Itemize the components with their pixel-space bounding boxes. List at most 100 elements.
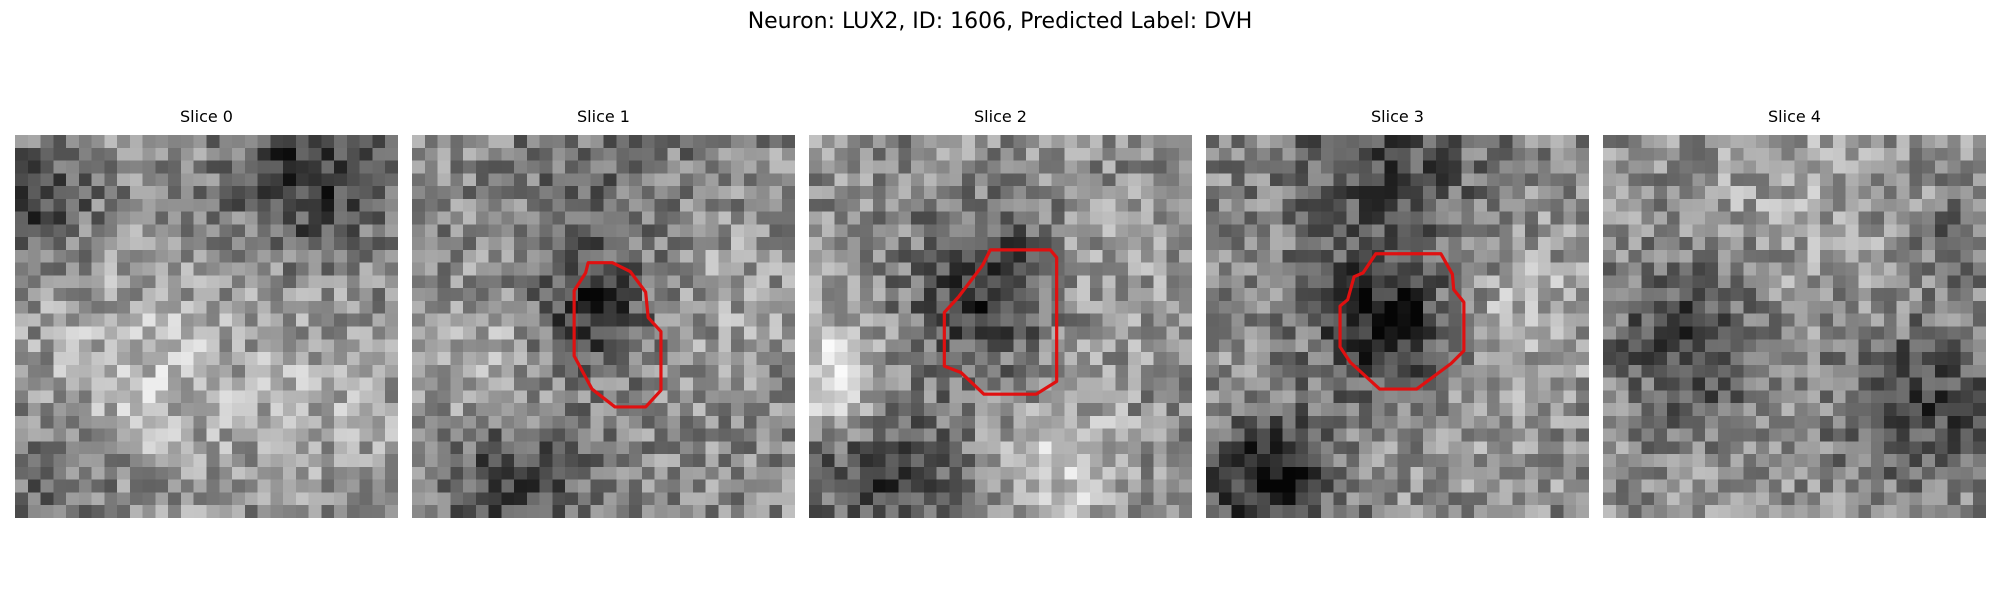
pixel — [1680, 327, 1693, 340]
pixel — [28, 250, 41, 263]
pixel — [1743, 263, 1756, 276]
pixel — [1128, 148, 1141, 161]
pixel — [1257, 416, 1270, 429]
pixel — [194, 135, 207, 148]
pixel — [1756, 161, 1769, 174]
pixel — [1295, 148, 1308, 161]
pixel — [514, 148, 527, 161]
pixel — [744, 161, 757, 174]
pixel — [321, 352, 334, 365]
pixel — [53, 467, 66, 480]
pixel — [1629, 403, 1642, 416]
pixel — [232, 505, 245, 518]
pixel — [104, 416, 117, 429]
pixel — [565, 237, 578, 250]
pixel — [1410, 301, 1423, 314]
pixel — [1667, 352, 1680, 365]
pixel — [744, 314, 757, 327]
pixel — [514, 250, 527, 263]
pixel — [28, 212, 41, 225]
pixel — [1487, 429, 1500, 442]
pixel — [1973, 250, 1986, 263]
pixel — [1321, 352, 1334, 365]
pixel — [181, 148, 194, 161]
pixel — [718, 327, 731, 340]
pixel — [693, 390, 706, 403]
pixel — [1692, 288, 1705, 301]
pixel — [809, 416, 822, 429]
pixel — [1512, 148, 1525, 161]
pixel — [438, 467, 451, 480]
pixel — [104, 263, 117, 276]
pixel — [1410, 454, 1423, 467]
pixel — [860, 416, 873, 429]
pixel — [1179, 161, 1192, 174]
pixel — [1398, 492, 1411, 505]
pixel — [92, 454, 105, 467]
pixel — [655, 224, 668, 237]
pixel — [1641, 148, 1654, 161]
pixel — [489, 467, 502, 480]
pixel — [181, 365, 194, 378]
pixel — [372, 327, 385, 340]
pixel — [1141, 441, 1154, 454]
pixel — [809, 480, 822, 493]
pixel — [629, 390, 642, 403]
pixel — [667, 161, 680, 174]
pixel — [181, 237, 194, 250]
pixel — [835, 250, 848, 263]
pixel — [1423, 224, 1436, 237]
pixel — [245, 480, 258, 493]
pixel — [347, 199, 360, 212]
pixel — [1308, 365, 1321, 378]
pixel — [1321, 467, 1334, 480]
pixel — [718, 263, 731, 276]
pixel — [744, 403, 757, 416]
pixel — [1103, 212, 1116, 225]
pixel — [1026, 199, 1039, 212]
pixel — [1141, 352, 1154, 365]
pixel — [1705, 301, 1718, 314]
pixel — [757, 237, 770, 250]
pixel — [1487, 186, 1500, 199]
pixel — [155, 250, 168, 263]
pixel — [1846, 339, 1859, 352]
pixel — [168, 135, 181, 148]
pixel — [591, 199, 604, 212]
pixel — [604, 173, 617, 186]
pixel — [347, 327, 360, 340]
pixel — [975, 288, 988, 301]
pixel — [1654, 301, 1667, 314]
pixel — [1461, 148, 1474, 161]
pixel — [334, 275, 347, 288]
pixel — [1270, 212, 1283, 225]
pixel — [1680, 390, 1693, 403]
pixel — [962, 480, 975, 493]
pixel — [66, 352, 79, 365]
pixel — [79, 237, 92, 250]
pixel — [616, 492, 629, 505]
pixel — [835, 148, 848, 161]
pixel — [1283, 480, 1296, 493]
pixel — [1141, 250, 1154, 263]
pixel — [1846, 301, 1859, 314]
pixel — [450, 390, 463, 403]
pixel — [667, 263, 680, 276]
pixel — [1795, 237, 1808, 250]
pixel — [130, 250, 143, 263]
pixel — [1346, 378, 1359, 391]
pixel — [1232, 186, 1245, 199]
pixel — [809, 492, 822, 505]
pixel — [425, 327, 438, 340]
pixel — [1026, 365, 1039, 378]
pixel — [168, 161, 181, 174]
pixel — [1922, 390, 1935, 403]
pixel — [296, 454, 309, 467]
pixel — [1219, 480, 1232, 493]
pixel — [1103, 199, 1116, 212]
pixel — [130, 492, 143, 505]
pixel — [296, 441, 309, 454]
pixel — [1257, 275, 1270, 288]
pixel — [41, 492, 54, 505]
pixel — [1257, 199, 1270, 212]
